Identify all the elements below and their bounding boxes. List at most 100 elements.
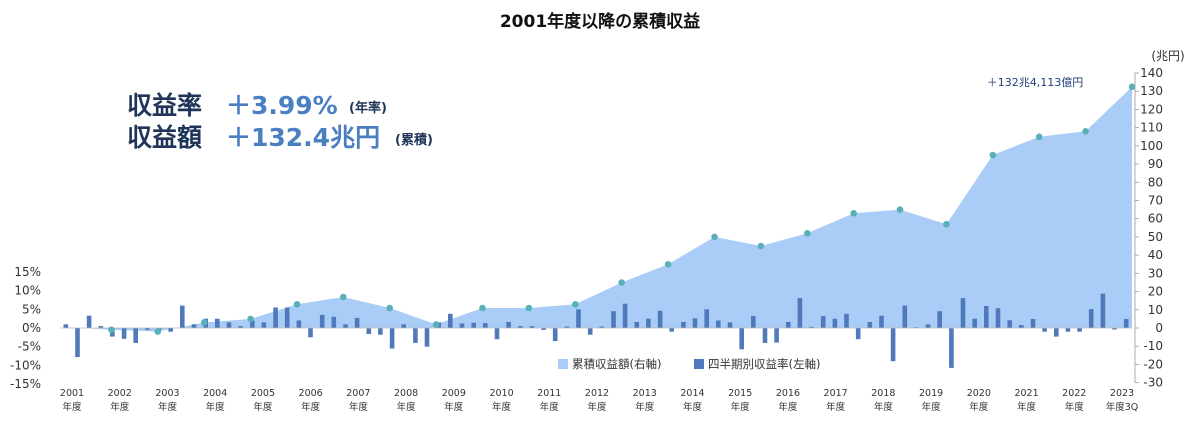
quarterly-bar — [191, 324, 197, 328]
right-tick-label: 130 — [1140, 84, 1163, 98]
quarterly-bar — [389, 328, 395, 349]
plot-area — [60, 83, 1136, 368]
quarterly-bar — [226, 322, 232, 328]
area-marker — [1035, 133, 1043, 141]
quarterly-bar — [366, 328, 372, 334]
legend: 累積収益額(右軸) 四半期別収益率(左軸) — [558, 357, 820, 371]
x-tick-year: 2004 — [203, 388, 227, 399]
quarterly-bar — [145, 328, 150, 330]
x-tick-suffix: 年度 — [540, 401, 560, 413]
quarterly-bar — [413, 328, 418, 343]
quarterly-bar — [1042, 328, 1047, 332]
x-tick-year: 2002 — [108, 388, 132, 399]
quarterly-bar — [879, 315, 884, 328]
quarterly-bar — [762, 328, 768, 343]
quarterly-bar — [1054, 328, 1059, 337]
quarterly-bar — [692, 318, 698, 328]
area-marker — [386, 304, 394, 312]
quarterly-bar — [343, 324, 348, 328]
area-marker — [664, 261, 672, 268]
quarterly-bar — [925, 324, 931, 328]
quarterly-bar — [844, 313, 849, 328]
x-tick-suffix: 年度 — [397, 401, 417, 413]
legend-area-swatch — [558, 359, 568, 369]
x-tick-year: 2016 — [776, 388, 800, 399]
quarterly-bar — [797, 298, 803, 328]
quarterly-bar — [634, 322, 640, 328]
x-tick-suffix: 年度 — [874, 401, 894, 413]
x-tick-year: 2018 — [871, 388, 895, 399]
quarterly-bar — [855, 328, 861, 340]
quarterly-bar — [995, 308, 1001, 328]
right-axis: 1401301201101009080706050403020100-10-20… — [1134, 49, 1185, 390]
area-marker — [200, 319, 208, 326]
quarterly-bar — [727, 322, 733, 328]
right-tick-label: 110 — [1140, 121, 1163, 135]
right-tick-label: 70 — [1148, 194, 1163, 208]
x-tick-suffix: 年度 — [969, 401, 989, 413]
quarterly-bar — [1030, 319, 1036, 328]
area-marker — [340, 293, 347, 301]
quarterly-bar — [284, 307, 290, 328]
area-marker — [572, 301, 579, 308]
quarterly-bar — [273, 307, 278, 328]
quarterly-bar — [809, 326, 814, 328]
summary-rate-label: 収益率 — [127, 91, 202, 120]
x-tick-year: 2007 — [346, 388, 370, 399]
x-tick-year: 2010 — [489, 388, 513, 399]
x-tick-year: 2015 — [728, 388, 752, 399]
quarterly-bar — [529, 326, 535, 328]
area-marker — [711, 233, 718, 241]
quarterly-bar — [949, 328, 954, 368]
quarterly-bar — [599, 326, 605, 328]
x-tick-suffix: 年度 — [206, 401, 226, 413]
x-tick-year: 2023 — [1110, 388, 1134, 399]
right-tick-label: 80 — [1148, 175, 1163, 189]
x-tick-suffix: 年度 — [253, 401, 273, 413]
x-tick-year: 2006 — [299, 388, 323, 399]
quarterly-bar — [1065, 328, 1071, 332]
area-marker — [804, 230, 811, 237]
quarterly-bar — [611, 311, 616, 328]
quarterly-bar — [984, 306, 989, 328]
quarterly-bar — [424, 328, 430, 347]
quarterly-bar — [319, 314, 325, 328]
right-tick-label: 10 — [1148, 303, 1163, 317]
x-tick-suffix: 年度3Q — [1106, 401, 1139, 413]
x-tick-suffix: 年度 — [778, 401, 798, 413]
x-tick-suffix: 年度 — [349, 401, 369, 413]
area-marker — [293, 301, 301, 308]
legend-area-label: 累積収益額(右軸) — [572, 357, 661, 371]
x-tick-year: 2021 — [1014, 388, 1038, 399]
area-marker — [757, 242, 765, 250]
quarterly-bar — [1019, 325, 1024, 328]
x-tick-year: 2022 — [1062, 388, 1086, 399]
quarterly-bar — [902, 305, 908, 328]
quarterly-bar — [1007, 320, 1012, 328]
x-tick-suffix: 年度 — [492, 401, 512, 413]
x-tick-suffix: 年度 — [301, 401, 321, 413]
x-tick-year: 2014 — [680, 388, 704, 399]
right-tick-label: -10 — [1143, 339, 1163, 353]
cumulative-area — [65, 86, 1132, 332]
quarterly-bar — [308, 328, 313, 338]
quarterly-bar — [63, 324, 69, 328]
quarterly-bar — [250, 320, 255, 328]
quarterly-bar — [937, 311, 942, 328]
right-tick-label: 40 — [1148, 248, 1163, 262]
quarterly-bar — [1077, 328, 1082, 332]
quarterly-bar — [133, 328, 138, 343]
right-tick-label: 100 — [1140, 139, 1163, 153]
x-tick-suffix: 年度 — [922, 401, 942, 413]
right-tick-label: 90 — [1148, 157, 1163, 171]
quarterly-bar — [867, 322, 873, 328]
quarterly-bar — [518, 326, 523, 328]
area-marker — [479, 304, 486, 312]
summary-box: 収益率 ＋3.99% (年率) 収益額 ＋132.4兆円 (累積) — [118, 85, 478, 153]
quarterly-bar — [471, 322, 476, 328]
quarterly-bar — [681, 322, 686, 328]
quarterly-bar — [704, 309, 709, 328]
quarterly-bar — [494, 328, 500, 340]
quarterly-bar — [669, 328, 674, 332]
summary-rate-note: (年率) — [349, 100, 387, 116]
